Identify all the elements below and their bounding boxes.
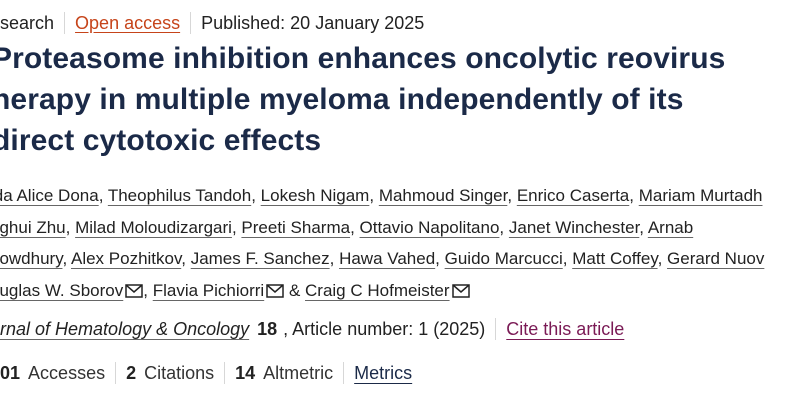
- envelope-icon[interactable]: [266, 283, 284, 298]
- author-link[interactable]: Preeti Sharma: [241, 217, 351, 237]
- article-meta-bar: esearch Open access Published: 20 Januar…: [0, 12, 424, 34]
- author-link[interactable]: Alex Pozhitkov: [70, 249, 182, 268]
- citations-label: Citations: [144, 362, 215, 383]
- author-link[interactable]: Mariam Murtadh: [638, 186, 763, 205]
- divider: [64, 12, 66, 34]
- author-link[interactable]: Janet Winchester: [508, 217, 640, 237]
- author-link[interactable]: Milad Moloudizargari: [75, 217, 232, 237]
- author-separator: ,: [62, 249, 68, 268]
- title-line-2: herapy in multiple myeloma independently…: [0, 83, 684, 116]
- author-list: ida Alice Dona, Theophilus Tandoh, Lokes…: [0, 180, 800, 306]
- article-title: Proteasome inhibition enhances oncolytic…: [0, 38, 800, 161]
- accesses-label: Accesses: [28, 362, 106, 383]
- author-link[interactable]: ida Alice Dona: [0, 186, 99, 205]
- citations-count: 2: [126, 362, 137, 383]
- author-link[interactable]: Lokesh Nigam: [260, 186, 370, 205]
- article-type: esearch: [0, 12, 55, 33]
- title-line-3: direct cytotoxic effects: [0, 124, 322, 157]
- author-link[interactable]: Enrico Caserta: [516, 186, 630, 205]
- author-separator: ,: [562, 249, 568, 268]
- title-line-1: Proteasome inhibition enhances oncolytic…: [0, 42, 726, 75]
- author-separator: ,: [143, 280, 148, 300]
- author-link[interactable]: Craig C Hofmeister: [305, 280, 450, 300]
- author-link[interactable]: James F. Sanchez: [190, 249, 330, 268]
- article-number: , Article number: 1 (2025): [283, 318, 486, 339]
- altmetric-label: Altmetric: [263, 362, 334, 383]
- envelope-icon[interactable]: [125, 283, 143, 298]
- author-separator: ,: [629, 186, 634, 205]
- divider: [343, 362, 345, 384]
- author-link[interactable]: howdhury: [0, 249, 63, 268]
- author-separator: ,: [181, 249, 186, 268]
- published-date: Published: 20 January 2025: [201, 12, 425, 33]
- altmetric-count: 14: [235, 362, 256, 383]
- accesses-count: 201: [0, 362, 21, 383]
- divider: [224, 362, 226, 384]
- author-separator: ,: [65, 217, 71, 237]
- author-separator: ,: [98, 186, 104, 205]
- author-link[interactable]: Ottavio Napolitano: [359, 217, 500, 237]
- journal-link[interactable]: urnal of Hematology & Oncology: [0, 318, 250, 339]
- author-link[interactable]: Arnab: [647, 217, 694, 237]
- author-link[interactable]: nghui Zhu: [0, 217, 66, 237]
- author-link[interactable]: Hawa Vahed: [339, 249, 436, 268]
- divider: [495, 318, 497, 340]
- envelope-icon[interactable]: [451, 283, 470, 298]
- author-link[interactable]: Guido Marcucci: [444, 249, 563, 268]
- author-separator: ,: [507, 186, 513, 205]
- author-link[interactable]: Flavia Pichiorri: [152, 280, 265, 300]
- metrics-bar: 201 Accesses 2 Citations 14 Altmetric Me…: [0, 362, 412, 384]
- open-access-link[interactable]: Open access: [75, 12, 181, 33]
- author-separator: ,: [435, 249, 440, 268]
- ampersand: &: [288, 280, 301, 300]
- author-separator: ,: [657, 249, 663, 268]
- divider: [190, 12, 192, 34]
- author-link[interactable]: ouglas W. Sborov: [0, 280, 124, 300]
- author-link[interactable]: Gerard Nuov: [667, 249, 765, 268]
- author-separator: ,: [350, 217, 355, 237]
- citation-line: urnal of Hematology & Oncology 18 , Arti…: [0, 318, 624, 340]
- author-separator: ,: [369, 186, 375, 205]
- divider: [115, 362, 117, 384]
- author-separator: ,: [639, 217, 645, 237]
- cite-this-article-link[interactable]: Cite this article: [506, 318, 625, 339]
- author-separator: ,: [499, 217, 505, 237]
- author-separator: ,: [251, 186, 256, 205]
- author-link[interactable]: Matt Coffey: [572, 249, 658, 268]
- author-link[interactable]: Mahmoud Singer: [378, 186, 508, 205]
- author-separator: ,: [231, 217, 237, 237]
- author-link[interactable]: Theophilus Tandoh: [107, 186, 252, 205]
- author-separator: ,: [329, 249, 335, 268]
- journal-volume: 18: [257, 318, 278, 339]
- metrics-link[interactable]: Metrics: [354, 362, 413, 383]
